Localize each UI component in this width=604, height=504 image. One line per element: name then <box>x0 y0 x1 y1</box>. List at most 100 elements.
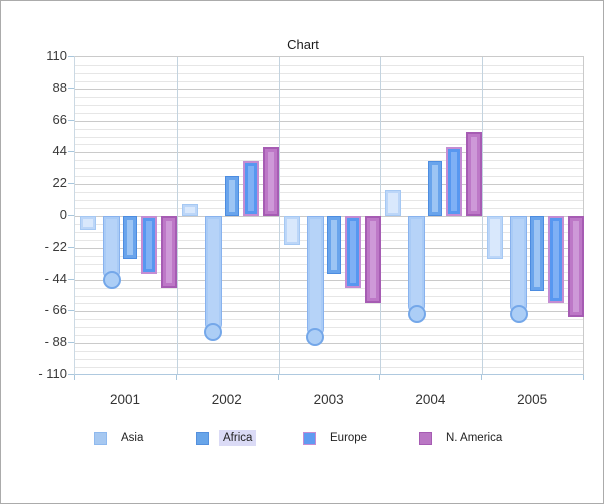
minor-gridline <box>75 319 583 321</box>
minor-gridline <box>75 303 583 305</box>
plot-area <box>74 56 585 375</box>
y-axis-label: 0 <box>59 207 67 222</box>
minor-gridline <box>75 136 583 138</box>
bar-africa-2003[interactable] <box>326 216 341 274</box>
x-axis-tick <box>481 375 482 380</box>
minor-gridline <box>75 128 583 130</box>
legend-label: N. America <box>446 432 503 444</box>
y-axis-label: - 110 <box>38 366 67 381</box>
y-axis-label: 22 <box>52 175 67 191</box>
minor-gridline <box>75 104 583 106</box>
category-separator <box>177 57 178 374</box>
y-axis-tick <box>68 342 74 344</box>
bar-africa-2001[interactable] <box>123 216 137 260</box>
bar-series-1-2003[interactable] <box>283 216 300 245</box>
chart-title: Chart <box>287 37 319 52</box>
legend-label: Africa <box>219 430 257 446</box>
y-axis-label: 110 <box>46 48 67 63</box>
minor-gridline <box>75 80 583 82</box>
y-axis-label: 66 <box>52 111 67 127</box>
minor-gridline <box>75 176 583 178</box>
y-axis-tick <box>68 87 74 89</box>
category-separator <box>482 57 483 374</box>
y-axis-tick <box>68 310 74 312</box>
minor-gridline <box>75 327 583 329</box>
y-axis-tick <box>68 374 74 375</box>
bar-asia-2002[interactable] <box>204 216 222 332</box>
minor-gridline <box>75 359 583 361</box>
x-axis-tick <box>74 375 75 380</box>
bar-n-america-2004[interactable] <box>466 132 483 216</box>
legend-swatch <box>196 431 209 445</box>
major-gridline <box>75 311 583 313</box>
bar-end-circle <box>407 305 426 324</box>
x-axis-tick <box>278 375 279 380</box>
bar-asia-2003[interactable] <box>306 216 324 338</box>
bar-europe-2003[interactable] <box>344 216 361 289</box>
minor-gridline <box>75 287 583 289</box>
bar-europe-2005[interactable] <box>548 216 565 303</box>
y-axis-tick <box>68 215 74 216</box>
minor-gridline <box>75 295 583 297</box>
minor-gridline <box>75 96 583 98</box>
bar-europe-2002[interactable] <box>242 161 259 216</box>
major-gridline <box>75 88 583 90</box>
legend-item-africa[interactable]: Africa <box>196 430 257 446</box>
bar-europe-2001[interactable] <box>141 216 157 274</box>
legend-label: Europe <box>330 432 368 444</box>
bar-europe-2004[interactable] <box>446 146 463 216</box>
bar-series-1-2002[interactable] <box>181 204 198 216</box>
legend-swatch <box>94 431 107 445</box>
minor-gridline <box>75 112 583 114</box>
minor-gridline <box>75 192 583 194</box>
minor-gridline <box>75 144 583 146</box>
legend-item-asia[interactable]: Asia <box>94 430 147 446</box>
minor-gridline <box>75 160 583 162</box>
y-axis-label: 44 <box>52 143 67 159</box>
bar-series-1-2004[interactable] <box>385 189 402 216</box>
bar-africa-2004[interactable] <box>428 161 443 216</box>
minor-gridline <box>75 367 583 369</box>
y-axis-tick <box>68 183 74 185</box>
bar-africa-2002[interactable] <box>224 175 239 216</box>
bar-n-america-2005[interactable] <box>568 216 585 318</box>
y-axis-label: - 44 <box>44 270 67 286</box>
major-gridline <box>75 184 583 186</box>
major-gridline <box>75 120 583 122</box>
y-axis-tick <box>68 151 74 153</box>
bar-asia-2005[interactable] <box>510 216 528 315</box>
bar-end-circle <box>509 305 528 324</box>
bar-series-1-2001[interactable] <box>80 216 96 231</box>
y-axis-tick <box>68 278 74 280</box>
bar-end-circle <box>102 270 121 289</box>
x-axis-label: 2003 <box>313 392 344 407</box>
minor-gridline <box>75 351 583 353</box>
bar-series-1-2005[interactable] <box>487 216 504 260</box>
category-separator <box>380 57 381 374</box>
legend-item-n-america[interactable]: N. America <box>419 430 506 446</box>
bar-n-america-2001[interactable] <box>161 216 177 289</box>
x-axis-tick <box>583 375 584 380</box>
y-axis-tick <box>68 246 74 248</box>
minor-gridline <box>75 208 583 210</box>
x-axis-label: 2002 <box>211 392 242 407</box>
bar-africa-2005[interactable] <box>530 216 545 292</box>
bar-n-america-2003[interactable] <box>364 216 381 303</box>
y-axis-label: - 88 <box>44 334 67 350</box>
major-gridline <box>75 152 583 154</box>
y-axis-tick <box>68 56 74 57</box>
minor-gridline <box>75 168 583 170</box>
x-axis-tick <box>176 375 177 380</box>
bar-asia-2004[interactable] <box>408 216 426 315</box>
bar-n-america-2002[interactable] <box>262 146 279 216</box>
y-axis-label: - 66 <box>44 302 67 318</box>
legend-label: Asia <box>121 432 144 444</box>
x-axis-label: 2005 <box>517 392 548 407</box>
legend-item-europe[interactable]: Europe <box>303 430 371 446</box>
major-gridline <box>75 279 583 281</box>
y-axis-label: - 22 <box>44 238 67 254</box>
minor-gridline <box>75 72 583 74</box>
minor-gridline <box>75 335 583 337</box>
minor-gridline <box>75 200 583 202</box>
minor-gridline <box>75 64 583 66</box>
